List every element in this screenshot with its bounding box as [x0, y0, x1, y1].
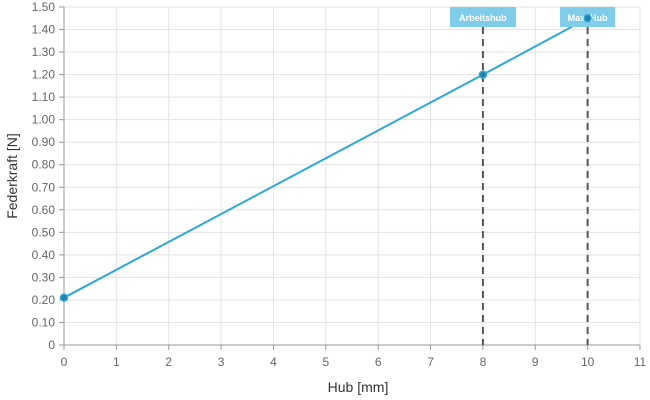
data-point: [59, 293, 69, 302]
x-tick-label: 0: [61, 355, 68, 369]
x-tick-label: 2: [165, 355, 172, 369]
data-point-max: [583, 14, 592, 23]
y-tick-label: 0.90: [32, 135, 56, 149]
y-tick-label: 1.20: [32, 68, 56, 82]
x-tick-label: 6: [375, 355, 382, 369]
x-tick-label: 11: [634, 355, 647, 369]
y-tick-label: 0.40: [32, 248, 56, 262]
x-tick-label: 10: [581, 355, 595, 369]
y-axis-title: Federkraft [N]: [4, 133, 20, 219]
x-tick-label: 1: [113, 355, 120, 369]
y-tick-label: 0.10: [32, 315, 56, 329]
y-tick-label: 0: [48, 338, 55, 352]
y-tick-label: 0.30: [32, 270, 56, 284]
x-tick-label: 5: [322, 355, 329, 369]
marker-label-box: [449, 7, 516, 27]
y-tick-label: 1.10: [32, 90, 56, 104]
x-axis-title: Hub [mm]: [328, 379, 389, 395]
marker-label: Arbeitshub: [459, 13, 507, 23]
y-tick-label: 0.70: [32, 180, 56, 194]
y-tick-label: 1.30: [32, 45, 56, 59]
y-tick-label: 0.80: [32, 158, 56, 172]
x-tick-label: 7: [427, 355, 434, 369]
x-tick-label: 8: [480, 355, 487, 369]
y-tick-label: 1.40: [32, 23, 56, 37]
y-tick-label: 1.50: [32, 0, 56, 14]
x-tick-label: 3: [218, 355, 225, 369]
y-tick-label: 0.20: [32, 293, 56, 307]
y-tick-label: 0.60: [32, 203, 56, 217]
y-tick-label: 0.50: [32, 225, 56, 239]
x-tick-label: 4: [270, 355, 277, 369]
x-tick-label: 9: [532, 355, 539, 369]
y-tick-label: 1.00: [32, 113, 56, 127]
data-point: [478, 70, 488, 79]
